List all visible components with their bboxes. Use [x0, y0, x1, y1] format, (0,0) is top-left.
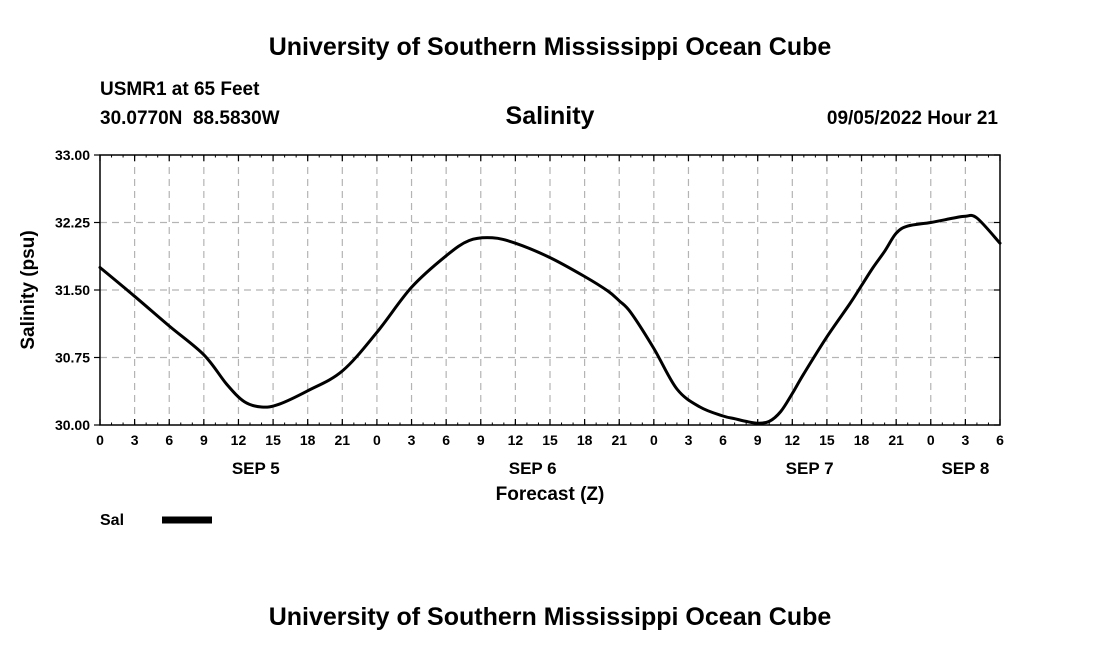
x-tick-label: 9 — [477, 432, 485, 448]
forecast-timestamp: 09/05/2022 Hour 21 — [827, 108, 999, 129]
gridlines — [100, 155, 1000, 425]
x-tick-label: 6 — [442, 432, 450, 448]
x-tick-label: 15 — [265, 432, 281, 448]
x-tick-label: 0 — [96, 432, 104, 448]
x-tick-label: 6 — [165, 432, 173, 448]
x-tick-label: 21 — [611, 432, 627, 448]
station-name: USMR1 at 65 Feet — [100, 79, 260, 100]
x-tick-label: 3 — [961, 432, 969, 448]
x-tick-label: 21 — [335, 432, 351, 448]
x-tick-label: 18 — [300, 432, 316, 448]
x-tick-label: 3 — [408, 432, 416, 448]
x-tick-label: 15 — [542, 432, 558, 448]
x-tick-label: 18 — [577, 432, 593, 448]
x-tick-label: 9 — [754, 432, 762, 448]
x-tick-label: 12 — [231, 432, 247, 448]
legend-label: Sal — [100, 512, 124, 529]
y-tick-label: 30.00 — [55, 417, 90, 433]
x-tick-label: 6 — [719, 432, 727, 448]
day-label: SEP 6 — [509, 459, 557, 478]
x-tick-label: 15 — [819, 432, 835, 448]
x-tick-labels: 0 3 6 9 12 15 18 21 0 3 6 9 12 15 18 21 0 3 6 9 12 15 18 21 0 3 6 — [96, 432, 1004, 448]
day-labels: SEP 5 SEP 6 SEP 7 SEP 8 — [232, 459, 990, 478]
x-tick-label: 12 — [785, 432, 801, 448]
x-tick-label: 12 — [508, 432, 524, 448]
y-axis-label: Salinity (psu) — [18, 230, 39, 349]
day-label: SEP 8 — [941, 459, 989, 478]
day-label: SEP 5 — [232, 459, 280, 478]
day-label: SEP 7 — [786, 459, 834, 478]
station-coordinates: 30.0770N 88.5830W — [100, 108, 280, 129]
x-tick-label: 6 — [996, 432, 1004, 448]
x-tick-label: 9 — [200, 432, 208, 448]
axis-ticks — [94, 154, 1001, 426]
x-tick-label: 18 — [854, 432, 870, 448]
x-tick-label: 3 — [131, 432, 139, 448]
x-axis-label: Forecast (Z) — [496, 484, 605, 505]
x-tick-label: 3 — [685, 432, 693, 448]
series-line-sal — [98, 213, 1002, 425]
series-group — [98, 213, 1002, 425]
page-title: University of Southern Mississippi Ocean… — [269, 33, 832, 61]
footer-title: University of Southern Mississippi Ocean… — [269, 603, 832, 631]
x-tick-label: 0 — [927, 432, 935, 448]
chart-title: Salinity — [506, 102, 595, 130]
x-tick-label: 21 — [888, 432, 904, 448]
x-tick-label: 0 — [373, 432, 381, 448]
y-tick-label: 33.00 — [55, 147, 90, 163]
y-tick-label: 32.25 — [55, 215, 90, 231]
y-tick-labels: 30.00 30.75 31.50 32.25 33.00 — [55, 147, 90, 433]
y-tick-label: 31.50 — [55, 282, 90, 298]
y-tick-label: 30.75 — [55, 350, 90, 366]
x-tick-label: 0 — [650, 432, 658, 448]
